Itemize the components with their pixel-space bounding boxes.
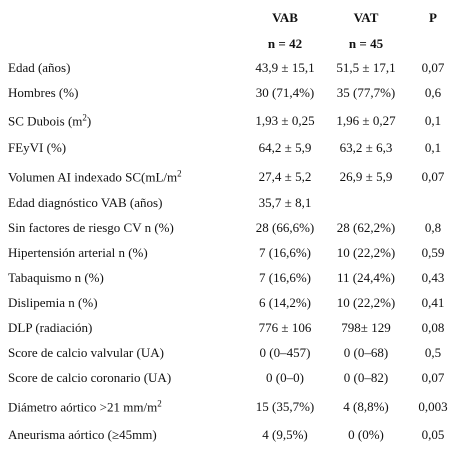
cell-value: 1,93 ± 0,25 xyxy=(255,113,315,128)
cell-value: 0,41 xyxy=(421,295,445,310)
cell-value: 0,05 xyxy=(421,427,445,442)
column-header: VAB xyxy=(272,10,298,25)
row-label: Edad (años) xyxy=(8,60,71,75)
cell-value: 0,07 xyxy=(421,60,445,75)
cell-value: 10 (22,2%) xyxy=(336,245,396,260)
label-part: 2 xyxy=(82,112,87,123)
cell-value: 6 (14,2%) xyxy=(259,295,311,310)
cell-value: 51,5 ± 17,1 xyxy=(336,60,396,75)
cell-value: 27,4 ± 5,2 xyxy=(258,169,312,184)
cell-value: 63,2 ± 6,3 xyxy=(339,140,393,155)
row-label: SC Dubois (m2) xyxy=(8,112,91,129)
sample-size: n = 45 xyxy=(348,36,384,51)
cell-value: 0,1 xyxy=(424,113,442,128)
cell-value: 43,9 ± 15,1 xyxy=(255,60,315,75)
label-part: 2 xyxy=(157,398,162,409)
label-part: Volumen AI indexado SC(mL/m xyxy=(8,169,178,185)
cell-value: 0 (0–0) xyxy=(266,370,304,385)
cell-value: 11 (24,4%) xyxy=(336,270,396,285)
row-label: FEyVI (%) xyxy=(8,140,67,155)
cell-value: 1,96 ± 0,27 xyxy=(336,113,396,128)
cell-value: 0 (0–68) xyxy=(343,345,389,360)
label-part: Diámetro aórtico >21 mm/m xyxy=(8,399,158,415)
row-label: Hipertensión arterial n (%) xyxy=(8,245,148,260)
cell-value: 10 (22,2%) xyxy=(336,295,396,310)
cell-value: 776 ± 106 xyxy=(258,320,312,335)
cell-value: 0,43 xyxy=(421,270,445,285)
cell-value: 0 (0–82) xyxy=(343,370,389,385)
cell-value: 28 (66,6%) xyxy=(255,220,315,235)
cell-value: 0 (0%) xyxy=(348,427,384,442)
cell-value: 26,9 ± 5,9 xyxy=(339,169,393,184)
column-header: VAT xyxy=(353,10,379,25)
cell-value: 64,2 ± 5,9 xyxy=(258,140,312,155)
cell-value: 0,08 xyxy=(421,320,445,335)
cell-value: 0,1 xyxy=(424,140,442,155)
cell-value: 35,7 ± 8,1 xyxy=(258,195,312,210)
cell-value: 0,59 xyxy=(421,245,445,260)
row-label: Diámetro aórtico >21 mm/m2 xyxy=(8,398,162,415)
row-label: Score de calcio valvular (UA) xyxy=(8,345,164,360)
cell-value: 7 (16,6%) xyxy=(259,245,311,260)
column-header: P xyxy=(429,10,437,25)
row-label: Sin factores de riesgo CV n (%) xyxy=(8,220,174,235)
row-label: Dislipemia n (%) xyxy=(8,295,98,310)
cell-value: 0 (0–457) xyxy=(259,345,311,360)
row-label: DLP (radiación) xyxy=(8,320,93,335)
sample-size: n = 42 xyxy=(267,36,303,51)
cell-value: 0,07 xyxy=(421,370,445,385)
label-part: SC Dubois (m xyxy=(8,113,83,129)
cell-value: 0,8 xyxy=(424,220,442,235)
label-part: ) xyxy=(86,113,92,129)
row-label: Score de calcio coronario (UA) xyxy=(8,370,172,385)
cell-value: 0,5 xyxy=(424,345,442,360)
cell-value: 0,6 xyxy=(424,85,442,100)
cell-value: 7 (16,6%) xyxy=(259,270,311,285)
row-label: Volumen AI indexado SC(mL/m2 xyxy=(8,168,182,185)
cell-value: 798± 129 xyxy=(341,320,391,335)
row-label: Hombres (%) xyxy=(8,85,79,100)
row-label: Tabaquismo n (%) xyxy=(8,270,104,285)
label-part: 2 xyxy=(177,168,182,179)
cell-value: 4 (8,8%) xyxy=(343,399,389,414)
cell-value: 15 (35,7%) xyxy=(255,399,315,414)
cell-value: 0,07 xyxy=(421,169,445,184)
cell-value: 35 (77,7%) xyxy=(336,85,396,100)
cell-value: 28 (62,2%) xyxy=(336,220,396,235)
row-label: Edad diagnóstico VAB (años) xyxy=(8,195,163,210)
cell-value: 4 (9,5%) xyxy=(262,427,308,442)
row-label: Aneurisma aórtico (≥45mm) xyxy=(8,427,157,442)
cell-value: 0,003 xyxy=(418,399,448,414)
cell-value: 30 (71,4%) xyxy=(255,85,315,100)
